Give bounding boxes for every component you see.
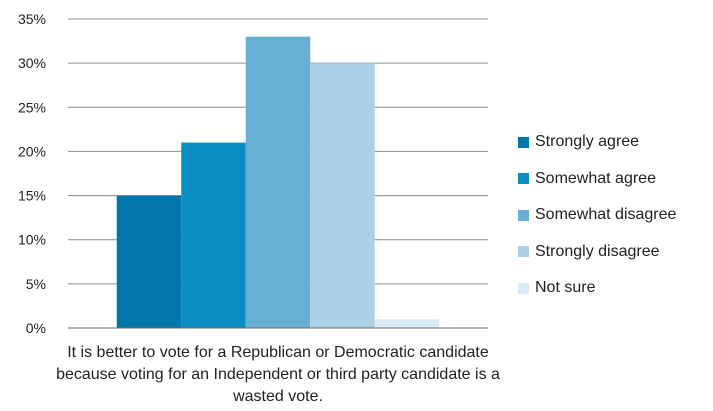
legend-label-somewhat-agree: Somewhat agree [535, 169, 656, 187]
legend-swatch-somewhat-agree [518, 173, 529, 185]
y-tick-label: 35% [18, 11, 46, 27]
y-tick-label: 0% [26, 320, 46, 336]
category-label: It is better to vote for a Republican or… [56, 344, 500, 405]
y-tick-label: 20% [18, 143, 46, 159]
legend-item-strongly-disagree: Strongly disagree [518, 234, 708, 271]
y-tick-label: 15% [18, 188, 46, 204]
y-tick-label: 10% [18, 232, 46, 248]
bar-not-sure [374, 319, 440, 328]
legend-swatch-strongly-agree [518, 136, 529, 148]
legend-label-not-sure: Not sure [535, 279, 596, 297]
legend-item-strongly-agree: Strongly agree [518, 124, 708, 161]
y-tick-label: 30% [18, 55, 46, 71]
bar-somewhat-disagree [245, 36, 311, 329]
bar-somewhat-agree [181, 142, 246, 328]
legend-item-somewhat-agree: Somewhat agree [518, 161, 708, 198]
chart-legend: Strongly agree Somewhat agree Somewhat d… [518, 124, 708, 307]
legend-swatch-not-sure [518, 282, 529, 294]
legend-item-not-sure: Not sure [518, 270, 708, 307]
legend-swatch-strongly-disagree [518, 246, 529, 258]
bar-strongly-agree [116, 195, 182, 328]
legend-item-somewhat-disagree: Somewhat disagree [518, 197, 708, 234]
legend-label-strongly-disagree: Strongly disagree [535, 242, 660, 260]
y-tick-label: 5% [26, 276, 46, 292]
legend-label-strongly-agree: Strongly agree [535, 133, 640, 151]
legend-swatch-somewhat-disagree [518, 209, 529, 221]
bar-strongly-disagree [310, 63, 375, 329]
y-tick-label: 25% [18, 99, 46, 115]
legend-label-somewhat-disagree: Somewhat disagree [535, 206, 677, 224]
